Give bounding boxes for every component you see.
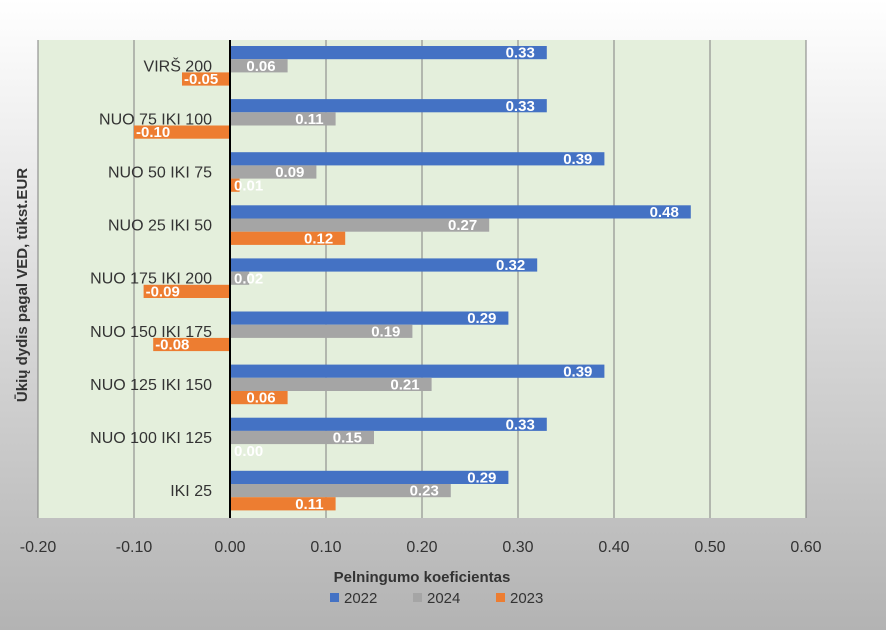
- category-label: NUO 125 IKI 150: [90, 377, 212, 394]
- category-label: NUO 25 IKI 50: [108, 218, 212, 235]
- data-labels: 0.33 0.06 -0.05 0.33 0.11 -0.10 0.39 0.09 0.01 0.…: [136, 45, 679, 513]
- x-axis-title: Pelningumo koeficientas: [334, 569, 511, 586]
- data-label-2022: 0.33: [506, 98, 535, 115]
- bar-2023: [230, 497, 336, 511]
- data-label-2022: 0.29: [467, 470, 496, 487]
- data-label-2023: -0.05: [184, 71, 218, 88]
- data-label-2022: 0.48: [650, 204, 679, 221]
- data-label-2023: -0.08: [155, 337, 189, 354]
- data-label-2024: 0.23: [410, 483, 439, 500]
- data-label-2022: 0.33: [506, 416, 535, 433]
- data-label-2023: 0.12: [304, 230, 333, 247]
- bar-2022: [230, 46, 547, 60]
- data-label-2022: 0.32: [496, 257, 525, 274]
- bars: [134, 46, 691, 511]
- data-label-2023: 0.01: [234, 177, 263, 194]
- data-label-2022: 0.39: [563, 363, 592, 380]
- bar-2023: [153, 337, 230, 352]
- legend-swatch-2023: [496, 593, 505, 602]
- bar-2024: [230, 271, 250, 285]
- data-label-2024: 0.15: [333, 430, 362, 447]
- bar-2024: [230, 112, 336, 126]
- legend-swatch-2024: [413, 593, 422, 602]
- data-label-2024: 0.06: [246, 58, 275, 75]
- category-label: IKI 25: [170, 483, 212, 500]
- legend-label-2024: 2024: [427, 590, 460, 607]
- data-label-2024: 0.02: [234, 270, 263, 287]
- bar-2024: [230, 165, 317, 179]
- x-tick-label: 0.10: [310, 539, 341, 556]
- legend-label-2023: 2023: [510, 590, 543, 607]
- bar-2022: [230, 364, 605, 378]
- bar-2022: [230, 258, 538, 272]
- legend: 2022 2024 2023: [330, 590, 543, 607]
- data-label-2024: 0.27: [448, 217, 477, 234]
- bar-2022: [230, 311, 509, 325]
- category-label: NUO 100 IKI 125: [90, 430, 212, 447]
- bar-2023: [182, 72, 230, 86]
- bar-2024: [230, 324, 413, 338]
- data-label-2023: -0.10: [136, 124, 170, 141]
- bar-2024: [230, 59, 288, 73]
- bar-2024: [230, 484, 451, 498]
- bar-2022: [230, 99, 547, 113]
- x-tick-label: -0.10: [116, 539, 153, 556]
- bar-2024: [230, 430, 374, 445]
- bar-2022: [230, 152, 605, 166]
- data-label-2024: 0.19: [371, 323, 400, 340]
- bar-2023: [230, 178, 240, 192]
- x-tick-label: 0.50: [694, 539, 725, 556]
- data-label-2022: 0.39: [563, 151, 592, 168]
- x-tick-label: 0.20: [406, 539, 437, 556]
- category-label: NUO 175 IKI 200: [90, 271, 212, 288]
- data-label-2023: 0.06: [246, 390, 275, 407]
- data-label-2024: 0.11: [295, 111, 323, 128]
- category-labels: VIRŠ 200 NUO 75 IKI 100 NUO 50 IKI 75 NUO 2…: [90, 56, 212, 500]
- bar-2023: [230, 231, 346, 245]
- category-label: NUO 75 IKI 100: [99, 111, 212, 128]
- data-label-2024: 0.21: [390, 377, 419, 394]
- bar-2022: [230, 417, 547, 431]
- y-axis-title: Ūkių dydis pagal VED, tūkst.EUR: [14, 168, 31, 402]
- x-tick-label: -0.20: [20, 539, 57, 556]
- legend-swatch-2022: [330, 593, 339, 602]
- data-label-2024: 0.09: [275, 164, 304, 181]
- bar-2024: [230, 218, 490, 232]
- category-label: NUO 50 IKI 75: [108, 165, 212, 182]
- category-label: VIRŠ 200: [144, 56, 213, 75]
- legend-label-2022: 2022: [344, 590, 377, 607]
- data-label-2023: -0.09: [146, 284, 180, 301]
- bar-2022: [230, 205, 691, 219]
- data-label-2022: 0.33: [506, 45, 535, 62]
- data-label-2022: 0.29: [467, 310, 496, 327]
- x-tick-label: 0.30: [502, 539, 533, 556]
- bar-2023: [230, 391, 288, 405]
- x-tick-label: 0.00: [214, 539, 245, 556]
- x-tick-label: 0.40: [598, 539, 629, 556]
- bar-2023: [134, 125, 230, 139]
- data-label-2023: 0.00: [234, 443, 263, 460]
- x-tick-label: 0.60: [790, 539, 821, 556]
- bar-2023: [143, 284, 230, 298]
- category-label: NUO 150 IKI 175: [90, 324, 212, 341]
- x-tick-labels: -0.20 -0.10 0.00 0.10 0.20 0.30 0.40 0.50 0.60: [20, 539, 822, 556]
- data-label-2023: 0.11: [295, 496, 323, 513]
- gridlines: [37, 40, 807, 518]
- bar-2022: [230, 470, 509, 484]
- bar-2024: [230, 377, 432, 391]
